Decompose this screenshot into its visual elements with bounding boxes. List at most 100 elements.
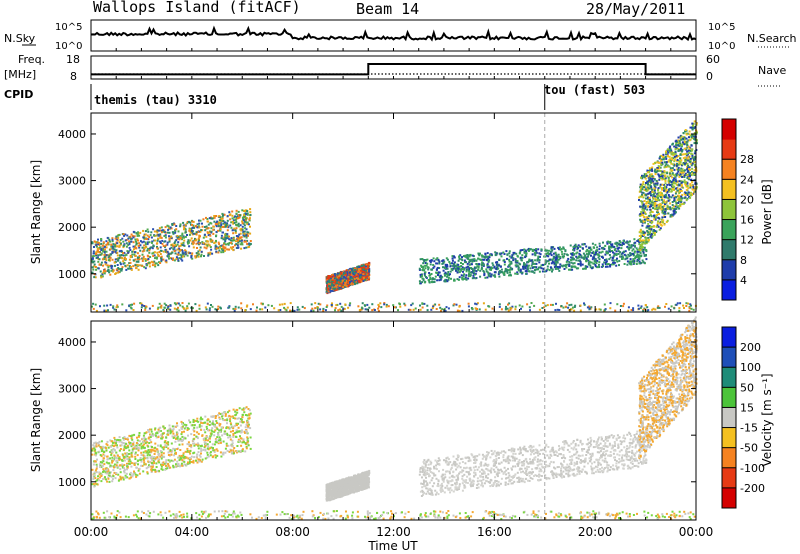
echo-cell — [648, 228, 651, 230]
echo-cell — [184, 231, 187, 234]
echo-cell — [671, 158, 674, 161]
echo-cell — [494, 275, 497, 278]
echo-cell — [475, 263, 478, 265]
echo-cell — [118, 257, 121, 259]
echo-cell — [488, 272, 491, 275]
echo-cell — [235, 235, 238, 237]
echo-cell — [249, 225, 251, 228]
echo-cell — [524, 267, 527, 270]
echo-cell — [689, 174, 691, 177]
echo-cell — [453, 261, 456, 264]
echo-cell — [628, 248, 631, 251]
echo-cell — [682, 137, 684, 140]
echo-cell — [643, 218, 646, 221]
echo-cell — [601, 250, 604, 253]
echo-cell — [215, 234, 218, 237]
echo-cell — [493, 274, 496, 277]
echo-cell — [641, 224, 644, 227]
echo-cell — [681, 169, 684, 172]
echo-cell — [129, 254, 132, 257]
echo-cell — [100, 253, 103, 256]
echo-cell — [543, 255, 546, 258]
echo-cell — [498, 275, 501, 278]
echo-cell — [248, 245, 251, 248]
echo-cell — [572, 257, 575, 260]
echo-cell — [540, 267, 543, 270]
echo-cell — [206, 244, 209, 247]
ground-scatter-cell — [335, 304, 338, 307]
echo-cell — [602, 241, 604, 244]
echo-cell — [486, 252, 489, 255]
echo-cell — [461, 263, 464, 265]
echo-cell — [681, 197, 684, 200]
echo-cell — [172, 248, 175, 251]
echo-cell — [453, 255, 455, 258]
echo-cell — [684, 156, 687, 159]
echo-cell — [183, 255, 186, 258]
echo-cell — [356, 265, 359, 268]
echo-cell — [577, 247, 579, 250]
echo-cell — [645, 173, 648, 176]
echo-cell — [615, 259, 618, 262]
echo-cell — [541, 270, 544, 273]
echo-cell — [356, 282, 359, 285]
echo-cell — [132, 241, 135, 244]
echo-cell — [657, 187, 660, 190]
echo-cell — [446, 280, 449, 283]
echo-cell — [367, 277, 370, 280]
echo-cell — [563, 255, 565, 258]
echo-cell — [168, 235, 170, 238]
echo-cell — [134, 245, 137, 248]
echo-cell — [203, 246, 206, 249]
echo-cell — [494, 251, 497, 254]
echo-cell — [658, 176, 661, 179]
echo-cell — [680, 147, 682, 150]
echo-cell — [646, 230, 649, 232]
echo-cell — [551, 249, 554, 252]
echo-cell — [630, 245, 633, 248]
echo-cell — [241, 220, 244, 223]
echo-cell — [237, 246, 240, 249]
echo-cell — [684, 183, 687, 186]
echo-cell — [555, 261, 557, 264]
echo-cell — [426, 258, 429, 261]
echo-cell — [680, 200, 683, 203]
echo-cell — [432, 264, 435, 266]
echo-cell — [682, 175, 685, 178]
echo-cell — [342, 273, 345, 276]
echo-cell — [667, 181, 670, 184]
echo-cell — [159, 240, 161, 243]
echo-cell — [549, 266, 552, 269]
echo-cell — [574, 245, 577, 248]
echo-cell — [331, 274, 333, 277]
echo-cell — [192, 246, 195, 249]
echo-cell — [648, 233, 651, 236]
echo-cell — [674, 196, 677, 199]
echo-cell — [465, 270, 468, 273]
ground-scatter-cell — [186, 305, 189, 308]
echo-cell — [148, 261, 150, 264]
echo-cell — [229, 218, 232, 221]
echo-cell — [687, 149, 690, 152]
echo-cell — [521, 254, 524, 257]
echo-cell — [666, 183, 669, 186]
echo-cell — [571, 268, 574, 271]
echo-cell — [628, 261, 631, 264]
echo-cell — [508, 252, 511, 255]
echo-cell — [615, 250, 618, 253]
echo-cell — [646, 186, 649, 189]
echo-cell — [696, 142, 698, 145]
echo-cell — [680, 195, 683, 198]
echo-cell — [664, 210, 666, 213]
echo-cell — [514, 259, 517, 262]
echo-cell — [524, 263, 527, 266]
echo-cell — [665, 150, 667, 153]
echo-cell — [111, 238, 114, 241]
echo-cell — [680, 172, 683, 174]
echo-cell — [677, 144, 680, 147]
echo-cell — [142, 236, 145, 239]
echo-cell — [203, 233, 206, 236]
echo-cell — [518, 252, 521, 255]
echo-cell — [648, 196, 651, 199]
echo-cell — [362, 270, 365, 273]
